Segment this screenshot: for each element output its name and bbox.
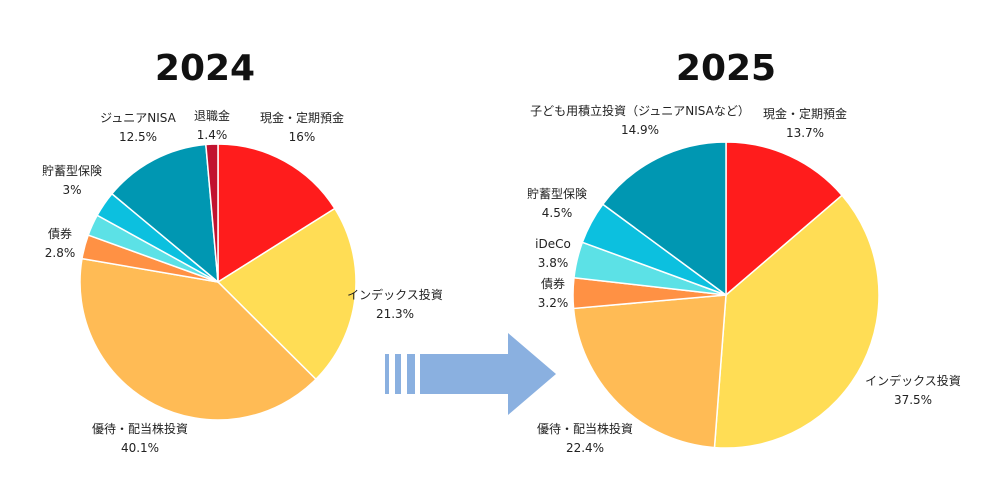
arrow-body xyxy=(420,333,556,415)
chart-title: 2025 xyxy=(676,48,776,89)
arrow-stripe xyxy=(407,354,415,394)
slice-value-label: 3.8% xyxy=(538,256,569,270)
slice-value-label: 3% xyxy=(62,183,81,197)
slice-value-label: 12.5% xyxy=(119,130,157,144)
pie-slice xyxy=(725,141,844,297)
slice-label: iDeCo xyxy=(535,237,571,251)
pie-slice xyxy=(601,141,727,297)
slice-label: インデックス投資 xyxy=(865,373,961,388)
slice-value-label: 3.2% xyxy=(538,296,569,310)
slice-value-label: 13.7% xyxy=(786,126,824,140)
slice-label: 貯蓄型保険 xyxy=(42,164,102,178)
arrow-stripe xyxy=(385,354,389,394)
slice-value-label: 40.1% xyxy=(121,441,159,455)
slice-value-label: 21.3% xyxy=(376,307,414,321)
slice-label: 債券 xyxy=(48,226,72,241)
pie-slice xyxy=(79,257,317,421)
slice-value-label: 22.4% xyxy=(566,441,604,455)
pie-slice xyxy=(110,143,219,284)
slice-label: インデックス投資 xyxy=(347,287,443,302)
chart-title: 2024 xyxy=(155,48,255,89)
slice-label: 貯蓄型保険 xyxy=(527,187,587,201)
pie-slice xyxy=(205,143,219,283)
slice-label: 優待・配当株投資 xyxy=(537,421,633,436)
pie-2024 xyxy=(79,143,357,421)
slice-label: 優待・配当株投資 xyxy=(92,421,188,436)
slice-value-label: 1.4% xyxy=(197,128,228,142)
slice-value-label: 4.5% xyxy=(542,206,573,220)
pie-2025 xyxy=(572,141,880,449)
arrow-stripe xyxy=(395,354,401,394)
pie-slice xyxy=(217,143,336,284)
slice-value-label: 14.9% xyxy=(621,123,659,137)
pie-slice xyxy=(216,207,357,381)
slice-label: 現金・定期預金 xyxy=(763,106,847,121)
transition-arrow xyxy=(385,333,556,415)
slice-label: 退職金 xyxy=(194,108,230,123)
pie-slice xyxy=(713,194,880,449)
slice-value-label: 2.8% xyxy=(45,246,76,260)
slice-label: 現金・定期預金 xyxy=(260,110,344,125)
chart-text: 現金・定期預金 16% インデックス投資 21.3% 優待・配当株投資 40.1% 債券 2.… xyxy=(42,48,961,455)
slice-value-label: 37.5% xyxy=(894,393,932,407)
pie-slice xyxy=(572,294,727,449)
slice-label: ジュニアNISA xyxy=(100,111,177,125)
slice-label: 子ども用積立投資（ジュニアNISAなど） xyxy=(530,103,750,118)
slice-value-label: 16% xyxy=(289,130,316,144)
slice-label: 債券 xyxy=(541,276,565,291)
